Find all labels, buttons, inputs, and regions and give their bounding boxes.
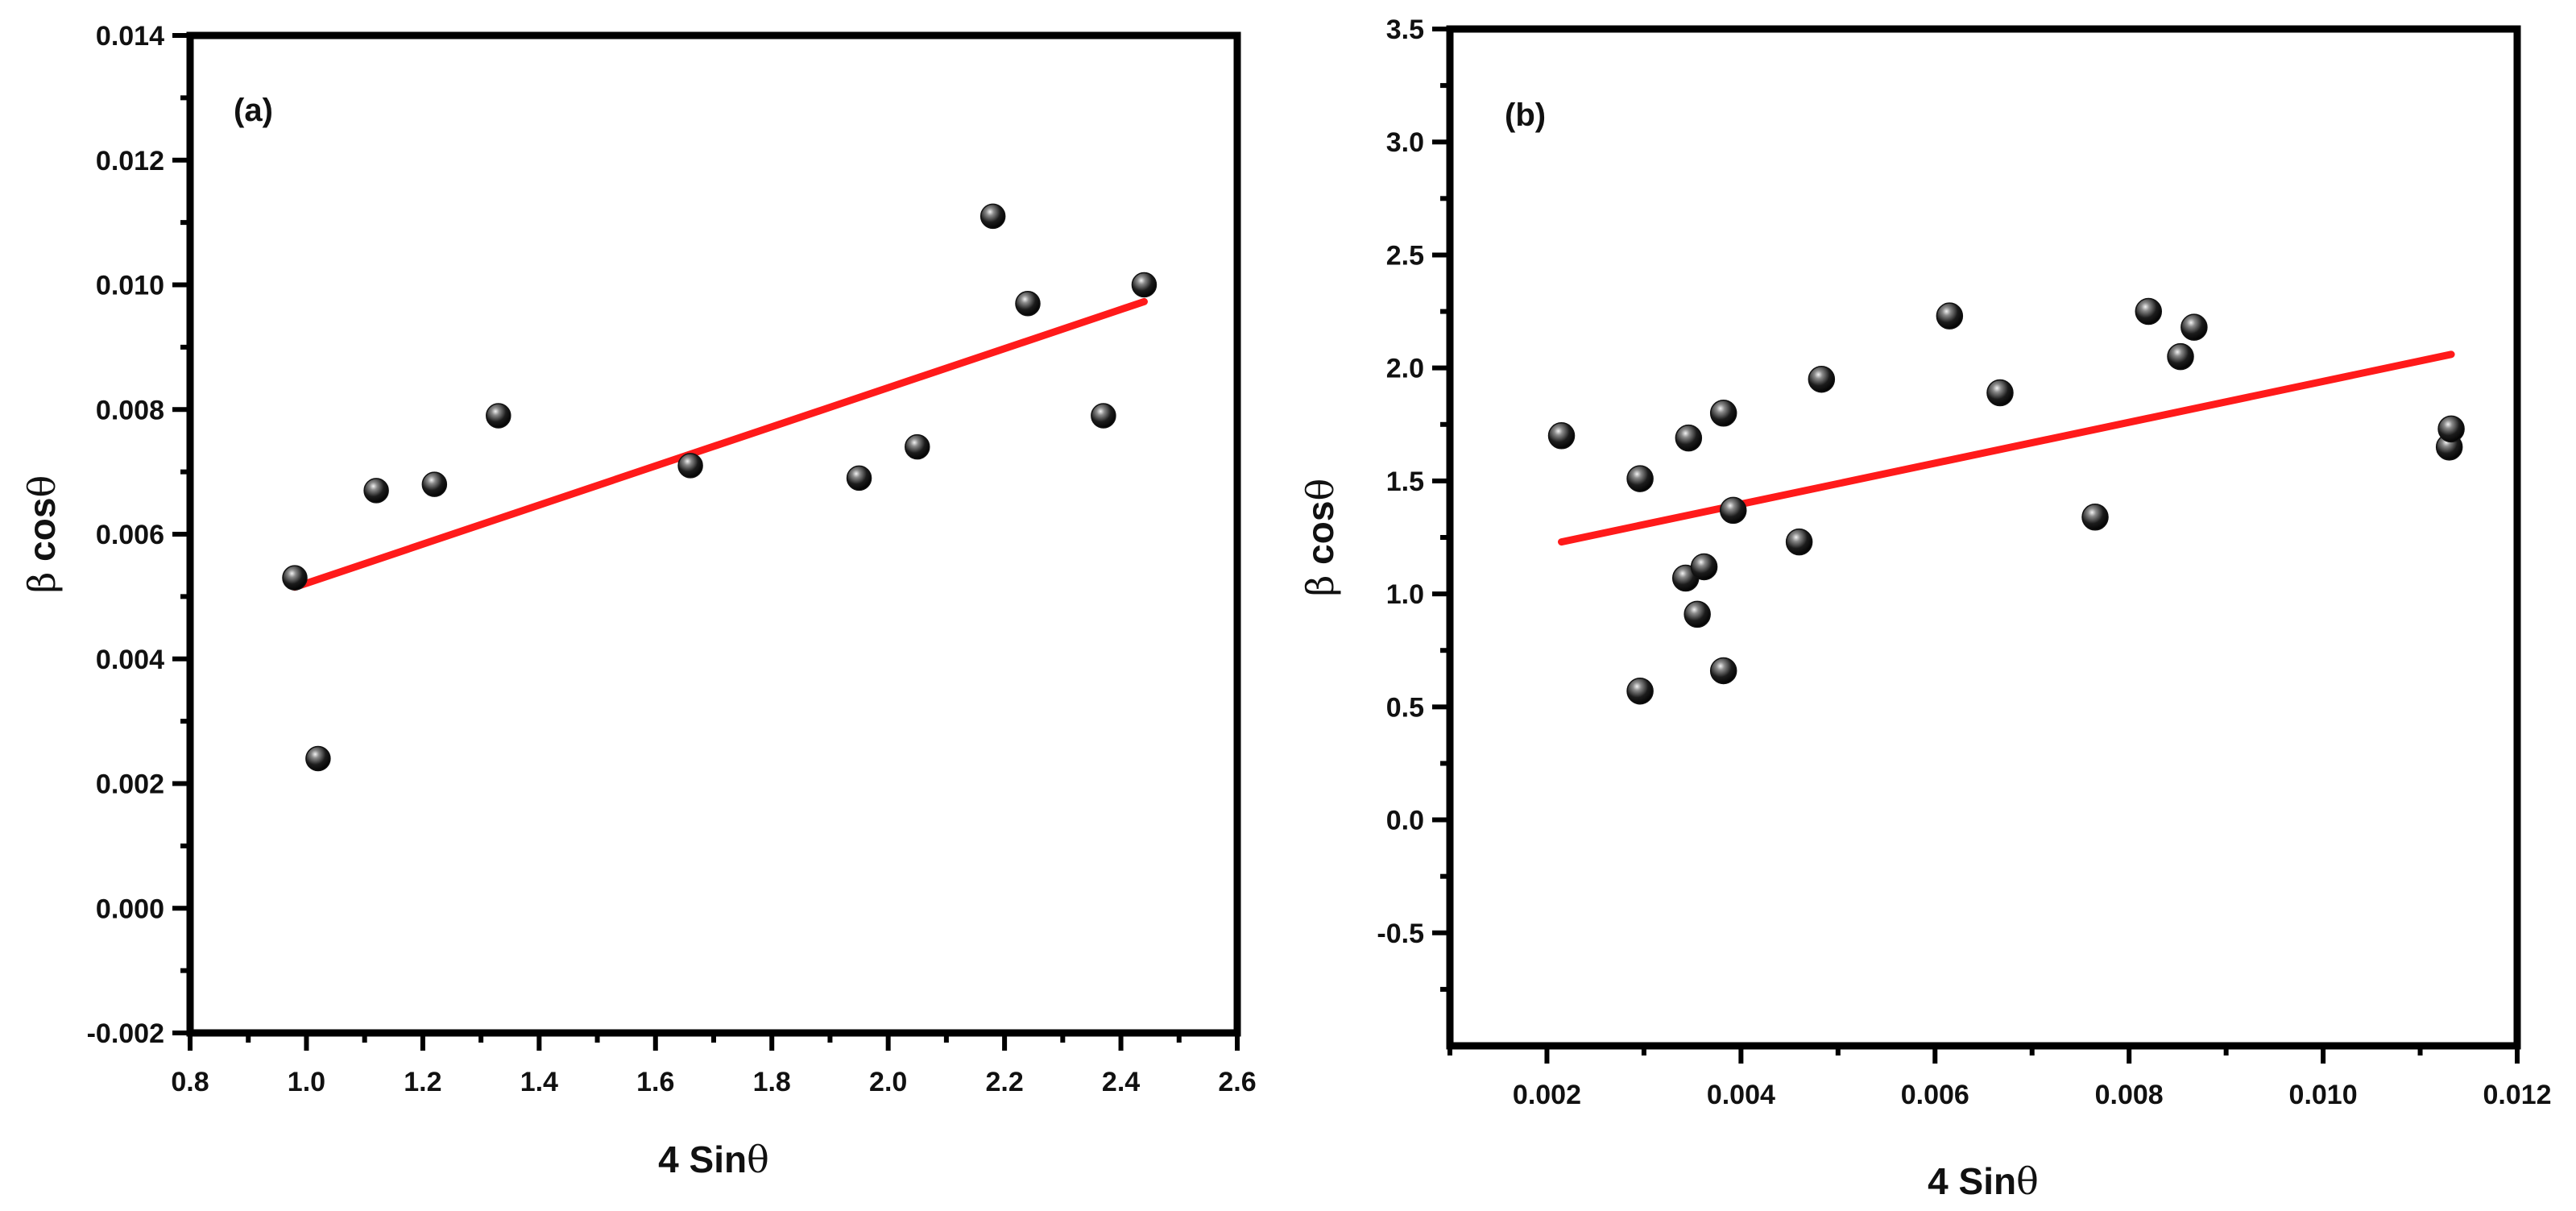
y-tick-label-a: 0.014 (96, 21, 164, 52)
data-point-a (363, 478, 389, 504)
x-axis-title-a: 4 Sinθ (658, 1138, 769, 1181)
points-a (282, 203, 1158, 772)
y-axis-title-b: β cosθ (1298, 479, 1342, 596)
data-point-a (1015, 290, 1041, 317)
data-point-a (1091, 403, 1116, 429)
data-point-b (1986, 379, 2014, 407)
data-point-b (2180, 313, 2208, 341)
data-point-a (305, 745, 331, 772)
data-point-b (1709, 400, 1737, 427)
y-axis-title-a: β cosθ (20, 475, 64, 593)
data-point-b (1719, 496, 1747, 525)
data-point-b (2081, 504, 2109, 531)
x-tick-label-b: 0.012 (2483, 1080, 2551, 1110)
y-tick-label-a: 0.008 (96, 395, 164, 425)
x-tick-label-b: 0.006 (1901, 1080, 1969, 1110)
x-tick-label-b: 0.004 (1707, 1080, 1775, 1110)
fit-layer-a (291, 297, 1148, 591)
y-tick-label-a: 0.010 (96, 271, 164, 301)
data-point-b (1785, 528, 1813, 556)
x-tick-label-a: 0.8 (171, 1067, 209, 1097)
y-tick-label-b: 3.5 (1386, 15, 1424, 45)
y-tick-label-b: 1.0 (1386, 579, 1424, 610)
y-tick-label-b: 2.5 (1386, 240, 1424, 271)
plot-frame-a (186, 31, 1241, 1037)
x-tick-label-a: 2.0 (869, 1067, 907, 1097)
y-tick-label-a: -0.002 (87, 1018, 164, 1049)
plot-area-a (190, 35, 1237, 1033)
y-tick-label-a: 0.002 (96, 769, 164, 800)
x-tick-label-b: 0.008 (2095, 1080, 2164, 1110)
data-point-a (905, 433, 930, 460)
x-tick-label-a: 2.6 (1218, 1067, 1256, 1097)
data-point-b (2167, 342, 2194, 371)
ticks-a: 0.8 1.0 1.2 1.4 1.6 1.8 2.0 2.2 2.4 2.6 -0.002 0.00… (87, 21, 1257, 1097)
y-tick-label-a: 0.004 (96, 645, 164, 675)
x-tick-label-a: 1.0 (288, 1067, 325, 1097)
data-point-a (486, 403, 511, 429)
fit-line-b (1558, 350, 2455, 546)
y-tick-label-b: 0.0 (1386, 806, 1424, 836)
plot-frame-b (1446, 25, 2521, 1050)
y-tick-label-b: -0.5 (1377, 919, 1424, 949)
data-point-b (1684, 600, 1711, 628)
panel-label-b: (b) (1505, 97, 1546, 133)
data-point-b (2135, 297, 2163, 326)
x-tick-label-a: 2.4 (1102, 1067, 1140, 1097)
data-point-b (1547, 422, 1576, 450)
data-point-b (1808, 365, 1836, 393)
data-point-a (846, 465, 872, 491)
data-point-b (1626, 677, 1654, 705)
data-point-a (421, 471, 448, 497)
plot-area-b (1450, 29, 2517, 1046)
data-point-b (2437, 415, 2465, 443)
points-b (1547, 297, 2465, 705)
data-point-b (1709, 657, 1737, 685)
x-tick-label-a: 2.2 (985, 1067, 1023, 1097)
y-tick-label-b: 3.0 (1386, 127, 1424, 158)
y-tick-label-b: 0.5 (1386, 692, 1424, 723)
data-point-a (979, 203, 1006, 230)
fit-line-a (291, 297, 1148, 591)
chart-panel-a: 0.8 1.0 1.2 1.4 1.6 1.8 2.0 2.2 2.4 2.6 -0.002 0.00… (20, 21, 1257, 1181)
x-tick-label-a: 1.8 (753, 1067, 791, 1097)
x-axis-title-b: 4 Sinθ (1928, 1159, 2039, 1203)
x-tick-label-b: 0.010 (2289, 1080, 2358, 1110)
data-point-a (282, 565, 308, 591)
data-point-a (677, 453, 703, 479)
data-point-b (1690, 553, 1718, 581)
data-point-b (1936, 302, 1964, 330)
data-point-b (1626, 465, 1654, 492)
y-tick-label-a: 0.006 (96, 520, 164, 550)
x-tick-label-a: 1.2 (404, 1067, 441, 1097)
x-tick-label-a: 1.6 (636, 1067, 674, 1097)
x-tick-label-a: 1.4 (520, 1067, 558, 1097)
chart-panel-b: 0.002 0.004 0.006 0.008 0.010 0.012 -0.5 0.0 0.5… (1298, 15, 2552, 1203)
x-tick-label-b: 0.002 (1513, 1080, 1581, 1110)
ticks-b: 0.002 0.004 0.006 0.008 0.010 0.012 -0.5 0.0 0.5… (1377, 15, 2551, 1110)
y-tick-label-a: 0.012 (96, 146, 164, 176)
y-tick-label-a: 0.000 (96, 894, 164, 924)
data-point-b (1675, 424, 1703, 452)
fit-layer-b (1558, 350, 2455, 546)
data-point-a (1131, 272, 1158, 298)
y-tick-label-b: 1.5 (1386, 467, 1424, 497)
panel-label-a: (a) (234, 93, 273, 128)
y-tick-label-b: 2.0 (1386, 354, 1424, 384)
